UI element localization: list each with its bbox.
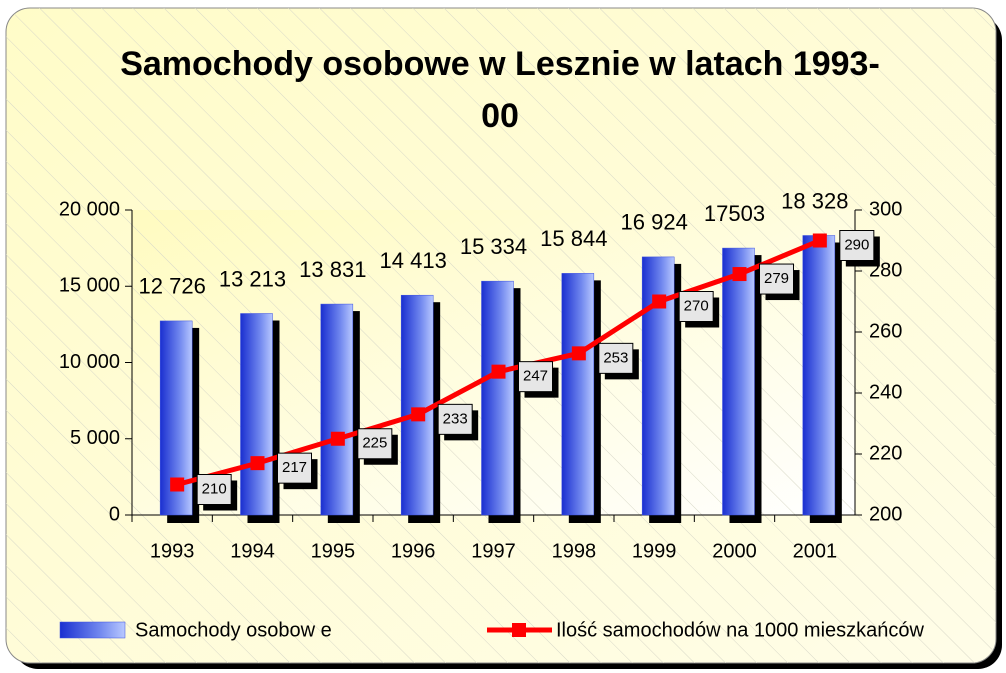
legend-label: Samochody osobow e — [135, 619, 332, 641]
x-tick-label: 2000 — [712, 540, 757, 562]
bar-value-label: 13 831 — [299, 257, 366, 282]
label-box — [678, 291, 714, 322]
chart-title: Samochody osobowe w Lesznie w latach 199… — [120, 45, 880, 135]
legend-swatch — [59, 621, 126, 639]
bar-value-label: 17503 — [704, 201, 765, 226]
y2-tick-label: 300 — [869, 198, 902, 220]
bar — [320, 303, 354, 516]
marker — [411, 407, 426, 422]
bar — [561, 273, 595, 516]
x-tick-label: 2001 — [793, 540, 838, 562]
label-box — [277, 452, 312, 484]
label-box — [196, 474, 232, 505]
x-tick-label: 1995 — [311, 540, 356, 562]
bar-value-label: 16 924 — [621, 210, 688, 235]
x-tick-label: 1998 — [552, 540, 597, 562]
bar — [240, 313, 273, 516]
y2-tick-label: 220 — [869, 442, 902, 464]
label-box — [598, 342, 634, 374]
bar-value-label: 15 844 — [540, 226, 607, 251]
line-value-label: 247 — [523, 368, 548, 385]
line-value-label: 233 — [443, 410, 468, 427]
line-value-label: 210 — [202, 480, 227, 497]
marker — [652, 294, 667, 309]
y-tick-label: 5 000 — [70, 427, 120, 449]
marker — [732, 267, 747, 282]
y-tick-label: 15 000 — [59, 275, 120, 297]
marker — [571, 346, 586, 361]
line-value-label: 253 — [603, 349, 628, 366]
marker — [491, 364, 506, 379]
line-value-label: 290 — [844, 236, 869, 253]
line-value-label: 279 — [764, 270, 789, 287]
x-tick-label: 1994 — [230, 540, 275, 562]
bar — [722, 247, 755, 516]
label-box — [357, 428, 393, 460]
bar — [481, 280, 514, 516]
label-box — [839, 230, 875, 261]
y2-tick-label: 260 — [869, 320, 902, 342]
y-tick-label: 20 000 — [59, 198, 120, 220]
bar — [802, 235, 836, 516]
y2-tick-label: 200 — [869, 503, 902, 525]
y2-tick-label: 240 — [869, 381, 902, 403]
x-tick-label: 1996 — [391, 540, 436, 562]
bar — [400, 294, 434, 516]
marker — [250, 456, 265, 471]
y-tick-label: 0 — [109, 503, 120, 525]
label-box — [518, 361, 553, 393]
label-box — [759, 263, 794, 295]
legend-label: Ilość samochodów na 1000 mieszkańców — [556, 619, 925, 641]
label-box — [437, 403, 473, 435]
legend-marker — [512, 623, 526, 637]
marker — [170, 477, 185, 492]
bar-value-label: 13 213 — [219, 266, 286, 291]
line-value-label: 270 — [684, 297, 709, 314]
y-tick-label: 10 000 — [59, 351, 120, 373]
marker — [812, 233, 827, 248]
bar-value-label: 15 334 — [460, 234, 527, 259]
x-tick-label: 1999 — [632, 540, 677, 562]
bar-value-label: 14 413 — [380, 248, 447, 273]
x-tick-label: 1993 — [150, 540, 195, 562]
line-value-label: 225 — [362, 435, 387, 452]
x-tick-label: 1997 — [471, 540, 516, 562]
line-value-label: 217 — [282, 459, 307, 476]
bar-value-label: 18 328 — [781, 188, 848, 213]
marker — [330, 431, 345, 446]
bar-value-label: 12 726 — [139, 274, 206, 299]
